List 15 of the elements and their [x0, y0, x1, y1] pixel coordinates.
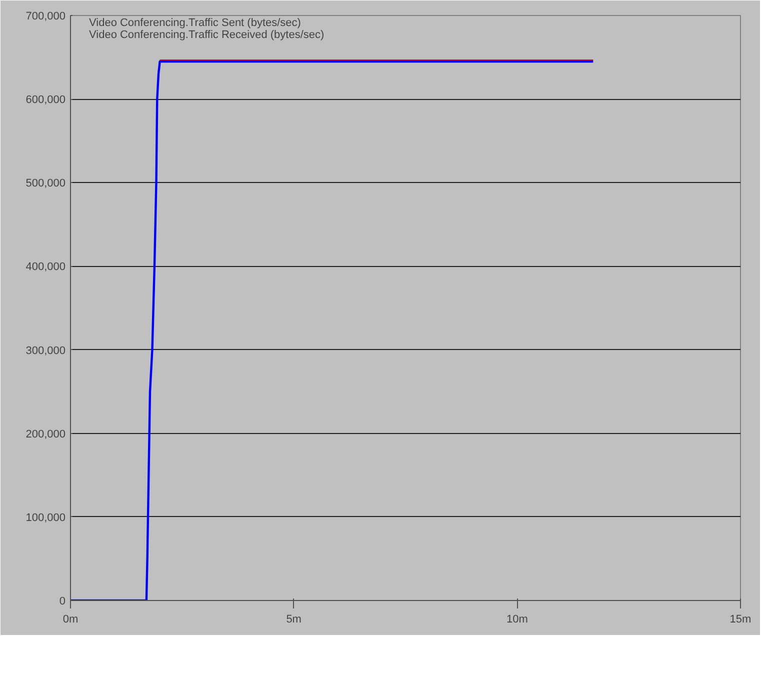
line-series [70, 60, 594, 600]
text: Video Conferencing.Traffic Sent (bytes/sec) [89, 17, 301, 29]
x-tick-label: 5m [286, 614, 302, 626]
x-tick-label: 0m [62, 614, 78, 626]
y-tick-label: 200,000 [26, 428, 66, 440]
x-tick-label: 10m [506, 614, 528, 626]
y-tick-label: 500,000 [26, 178, 66, 190]
y-tick-label: 700,000 [26, 10, 66, 22]
y-tick-label: 0 [59, 596, 66, 608]
y-tick-label: 300,000 [26, 344, 66, 357]
x-tick-label: 15m [730, 614, 752, 626]
y-tick-label: 600,000 [26, 94, 66, 106]
y-tick-label: 100,000 [26, 512, 66, 524]
series-label: Video Conferencing.Traffic Received (bytes/sec) [89, 29, 324, 41]
y-tick-label: 400,000 [26, 261, 66, 274]
